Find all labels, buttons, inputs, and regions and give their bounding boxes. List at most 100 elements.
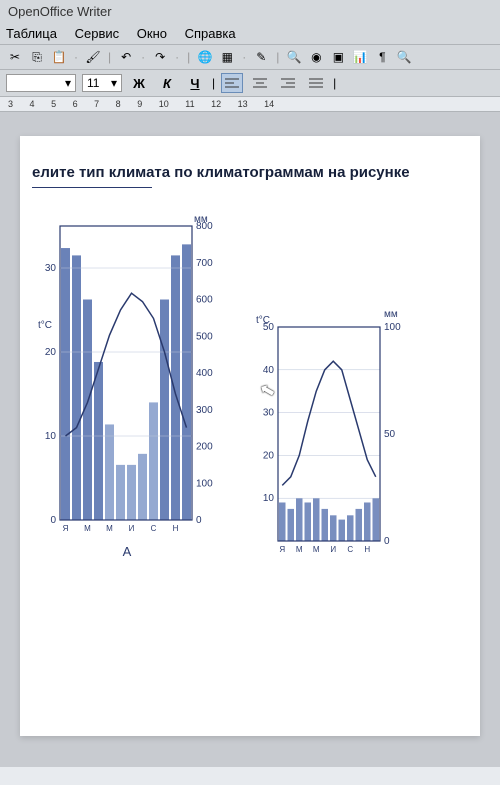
bold-button[interactable]: Ж	[128, 73, 150, 93]
svg-text:10: 10	[45, 431, 57, 442]
copy-icon[interactable]: ⎘	[28, 48, 46, 66]
climatogram-b-svg: 050100мм1020304050t°CЯММИСН	[250, 309, 410, 559]
svg-text:700: 700	[196, 258, 213, 269]
answer-underline	[32, 187, 152, 188]
svg-text:100: 100	[196, 478, 213, 489]
charts-row: 0100200300400500600700800мм0102030t°CЯММ…	[20, 208, 480, 559]
svg-text:Я: Я	[63, 524, 69, 533]
format-toolbar: ▾ 11 ▾ Ж К Ч | |	[0, 70, 500, 97]
brush-icon[interactable]: ✎	[252, 48, 270, 66]
svg-text:0: 0	[50, 515, 56, 526]
menu-window[interactable]: Окно	[137, 26, 167, 41]
ruler-mark: 5	[51, 99, 56, 109]
svg-text:30: 30	[263, 408, 275, 419]
separator: ·	[141, 50, 145, 64]
window-title: OpenOffice Writer	[8, 4, 112, 19]
svg-text:100: 100	[384, 322, 401, 333]
separator: |	[212, 76, 215, 90]
ruler-mark: 6	[73, 99, 78, 109]
svg-text:М: М	[296, 545, 303, 554]
align-left-button[interactable]	[221, 73, 243, 93]
find-icon[interactable]: 🔍	[285, 48, 303, 66]
separator: ·	[242, 50, 246, 64]
menu-table[interactable]: Таблица	[6, 26, 57, 41]
gallery-icon[interactable]: ▣	[329, 48, 347, 66]
svg-text:М: М	[313, 545, 320, 554]
document-title: елите тип климата по климатограммам на р…	[20, 164, 480, 181]
pilcrow-icon[interactable]: ¶	[373, 48, 391, 66]
ruler-mark: 13	[238, 99, 248, 109]
ruler-mark: 7	[94, 99, 99, 109]
ruler-mark: 3	[8, 99, 13, 109]
svg-text:600: 600	[196, 295, 213, 306]
svg-text:50: 50	[384, 429, 396, 440]
fontsize-combo[interactable]: 11 ▾	[82, 74, 122, 92]
separator: ·	[175, 50, 179, 64]
climatogram-a: 0100200300400500600700800мм0102030t°CЯММ…	[32, 208, 222, 559]
svg-text:10: 10	[263, 493, 275, 504]
separator: |	[276, 50, 279, 64]
svg-text:0: 0	[384, 536, 390, 547]
svg-text:М: М	[106, 524, 113, 533]
cut-icon[interactable]: ✂	[6, 48, 24, 66]
svg-text:С: С	[151, 524, 157, 533]
svg-text:мм: мм	[384, 309, 398, 320]
nav-icon[interactable]: ◉	[307, 48, 325, 66]
svg-text:20: 20	[263, 450, 275, 461]
svg-text:t°C: t°C	[256, 315, 270, 326]
svg-text:30: 30	[45, 263, 57, 274]
link-icon[interactable]: 🌐	[196, 48, 214, 66]
svg-text:300: 300	[196, 405, 213, 416]
ruler-mark: 10	[159, 99, 169, 109]
climatogram-b: 050100мм1020304050t°CЯММИСН	[250, 309, 410, 559]
svg-text:0: 0	[196, 515, 202, 526]
svg-text:Н: Н	[173, 524, 179, 533]
align-center-button[interactable]	[249, 73, 271, 93]
svg-text:t°C: t°C	[38, 320, 52, 331]
ruler-mark: 12	[211, 99, 221, 109]
datasource-icon[interactable]: 📊	[351, 48, 369, 66]
svg-text:200: 200	[196, 442, 213, 453]
separator: |	[187, 50, 190, 64]
menubar: Таблица Сервис Окно Справка	[0, 23, 500, 45]
separator: ·	[74, 50, 78, 64]
page-area: елите тип климата по климатограммам на р…	[0, 112, 500, 767]
paste-icon[interactable]: 📋	[50, 48, 68, 66]
window-titlebar: OpenOffice Writer	[0, 0, 500, 23]
ruler: 3 4 5 6 7 8 9 10 11 12 13 14	[0, 97, 500, 112]
align-right-button[interactable]	[277, 73, 299, 93]
main-toolbar: ✂ ⎘ 📋 · 🖌 | ↶ · ↷ · | 🌐 ▦ · ✎ | 🔍 ◉ ▣ 📊 …	[0, 45, 500, 70]
table-icon[interactable]: ▦	[218, 48, 236, 66]
ruler-mark: 4	[30, 99, 35, 109]
ruler-mark: 11	[185, 99, 194, 109]
document-page: елите тип климата по климатограммам на р…	[20, 136, 480, 736]
ruler-mark: 9	[137, 99, 142, 109]
svg-text:500: 500	[196, 331, 213, 342]
svg-text:И: И	[330, 545, 336, 554]
fontsize-value: 11	[87, 76, 99, 90]
ruler-mark: 14	[264, 99, 274, 109]
svg-text:С: С	[347, 545, 353, 554]
format-paint-icon[interactable]: 🖌	[84, 48, 102, 66]
ruler-mark: 8	[116, 99, 121, 109]
italic-button[interactable]: К	[156, 73, 178, 93]
svg-text:Н: Н	[364, 545, 370, 554]
chart-a-label: А	[32, 544, 222, 559]
separator: |	[108, 50, 111, 64]
fontname-combo[interactable]: ▾	[6, 74, 76, 92]
svg-text:Я: Я	[279, 545, 285, 554]
svg-text:М: М	[84, 524, 91, 533]
align-justify-button[interactable]	[305, 73, 327, 93]
svg-text:40: 40	[263, 365, 275, 376]
svg-text:400: 400	[196, 368, 213, 379]
undo-icon[interactable]: ↶	[117, 48, 135, 66]
svg-text:мм: мм	[194, 214, 208, 225]
svg-text:20: 20	[45, 347, 57, 358]
separator: |	[333, 76, 336, 90]
menu-service[interactable]: Сервис	[75, 26, 120, 41]
underline-button[interactable]: Ч	[184, 73, 206, 93]
menu-help[interactable]: Справка	[185, 26, 236, 41]
svg-text:И: И	[129, 524, 135, 533]
redo-icon[interactable]: ↷	[151, 48, 169, 66]
zoom-icon[interactable]: 🔍	[395, 48, 413, 66]
